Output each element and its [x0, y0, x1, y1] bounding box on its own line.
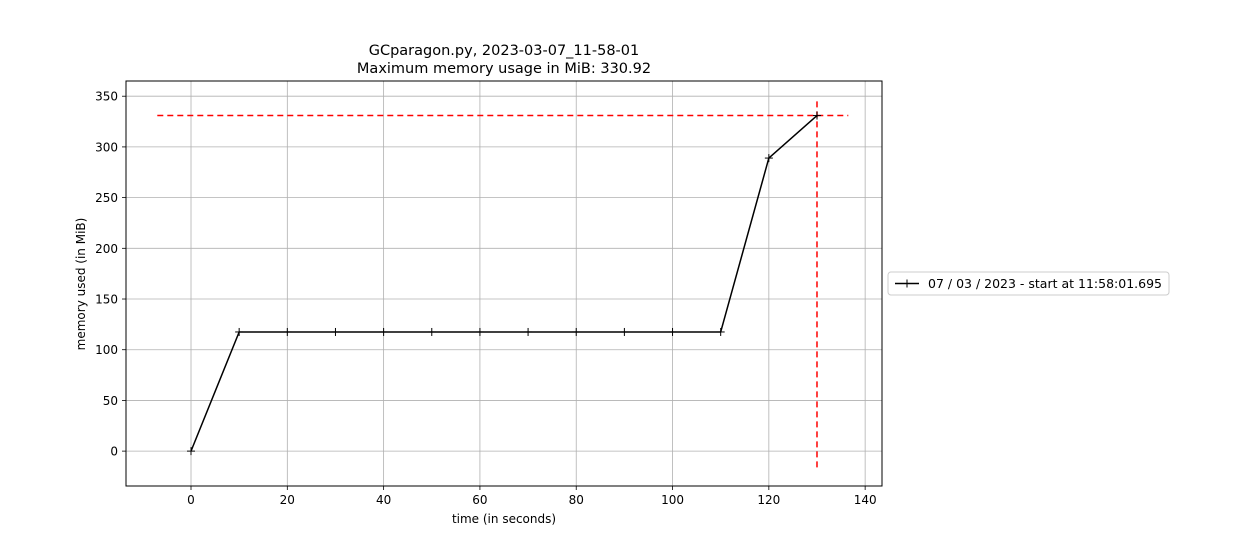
y-tick-label: 200	[95, 242, 118, 256]
axis-ticks: 0 20 40 60 80 100 120 140 0 50 100 150 200 250 300 350	[95, 90, 877, 507]
y-tick-label: 150	[95, 293, 118, 307]
data-point	[764, 154, 773, 163]
series-line	[190, 114, 818, 452]
data-point	[427, 327, 436, 336]
data-point	[668, 327, 677, 336]
data-point	[475, 327, 484, 336]
data-point	[187, 447, 196, 456]
data-point	[620, 327, 629, 336]
x-tick-label: 0	[187, 493, 195, 507]
x-tick-label: 140	[854, 493, 877, 507]
x-tick-label: 20	[280, 493, 295, 507]
data-point	[572, 327, 581, 336]
grid	[126, 81, 882, 486]
x-tick-label: 80	[569, 493, 584, 507]
legend-label: 07 / 03 / 2023 - start at 11:58:01.695	[928, 276, 1162, 291]
x-tick-label: 60	[472, 493, 487, 507]
data-point	[283, 327, 292, 336]
x-tick-label: 100	[661, 493, 684, 507]
x-tick-label: 120	[757, 493, 780, 507]
data-point	[812, 111, 821, 120]
max-annotations	[157, 98, 849, 468]
x-tick-label: 40	[376, 493, 391, 507]
data-point	[331, 327, 340, 336]
chart-subtitle: Maximum memory usage in MiB: 330.92	[357, 61, 651, 77]
plot-area	[125, 80, 883, 487]
y-tick-label: 0	[110, 445, 118, 459]
data-point	[379, 327, 388, 336]
data-point	[235, 327, 244, 336]
legend-box	[887, 271, 1170, 296]
data-point	[716, 327, 725, 336]
chart-title: GCparagon.py, 2023-03-07_11-58-01	[369, 43, 640, 59]
series	[187, 111, 821, 456]
y-tick-label: 350	[95, 90, 118, 104]
x-axis-label: time (in seconds)	[452, 512, 556, 526]
y-tick-label: 300	[95, 140, 118, 154]
y-tick-label: 50	[103, 394, 118, 408]
legend: 07 / 03 / 2023 - start at 11:58:01.695	[887, 271, 1170, 296]
y-axis-label: memory used (in MiB)	[74, 218, 88, 351]
y-tick-label: 100	[95, 343, 118, 357]
data-point	[524, 327, 533, 336]
y-tick-label: 250	[95, 191, 118, 205]
